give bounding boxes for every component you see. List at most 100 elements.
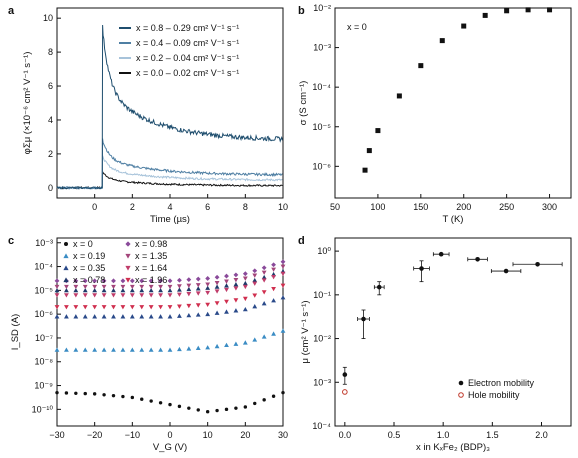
panel-c-point	[73, 347, 79, 352]
panel-c-point	[261, 278, 267, 283]
panel-c-ytick-label: 10⁻⁷	[35, 333, 53, 343]
panel-a-xtick-label: 6	[205, 202, 210, 212]
panel-d-ytick-label: 10⁻¹	[313, 290, 331, 300]
panel-c-point	[224, 283, 229, 288]
panel-c-point	[215, 408, 219, 413]
panel-c-point	[64, 305, 69, 310]
panel-c-point	[130, 395, 135, 400]
panel-c-legend-label: x = 0.78	[73, 275, 105, 285]
panel-c-point	[148, 278, 154, 284]
panel-c-point	[148, 314, 154, 319]
panel-c-ytick-label: 10⁻⁴	[34, 262, 53, 272]
panel-c-point	[205, 290, 211, 296]
panel-c-point	[148, 305, 154, 310]
panel-a-xtick-label: 10	[278, 202, 288, 212]
panel-c-point	[148, 347, 154, 352]
panel-a-legend-label: x = 0.8 – 0.29 cm² V⁻¹ s⁻¹	[136, 23, 239, 33]
panel-c-point	[242, 306, 248, 312]
panel-c-point	[92, 347, 98, 352]
panel-b-point	[362, 167, 368, 173]
panel-a-label: a	[8, 5, 15, 17]
panel-c-point	[139, 305, 145, 310]
panel-c-point	[214, 280, 220, 286]
panel-c-point	[262, 398, 266, 402]
panel-c-legend-marker	[63, 253, 69, 259]
panel-c-point	[214, 284, 220, 289]
panel-c-point	[73, 293, 79, 298]
panel-c-point	[73, 278, 79, 284]
panel-d-point	[503, 268, 509, 274]
panel-c-point	[233, 278, 239, 283]
panel-c-legend-label: x = 0.98	[135, 239, 167, 249]
panel-c-point	[195, 286, 201, 291]
panel-c-point	[271, 262, 276, 268]
panel-d-point	[438, 251, 444, 257]
panel-c-xtick-label: −10	[125, 430, 140, 440]
panel-c-point	[271, 286, 276, 292]
panel-d-point	[475, 256, 480, 262]
panel-c-point	[139, 278, 145, 284]
panel-c-point	[139, 287, 145, 293]
panel-c-point	[252, 268, 258, 274]
panel-c-point	[111, 305, 116, 310]
panel-c-point	[177, 292, 182, 297]
panel-d-point	[342, 389, 348, 395]
panel-a-ytick-label: 4	[48, 115, 53, 125]
panel-b-annotation: x = 0	[347, 22, 367, 32]
panel-a-ytick-label: 0	[48, 183, 53, 193]
panel-c-point	[214, 310, 220, 315]
panel-c-ytick-label: 10⁻³	[35, 238, 53, 248]
panel-c-point	[73, 314, 79, 319]
panel-c-point	[148, 293, 154, 298]
panel-c-point	[187, 406, 191, 410]
panel-c-legend-label: x = 0.35	[73, 263, 105, 273]
panel-b-xtick-label: 100	[370, 202, 385, 212]
panel-c-point	[214, 343, 220, 349]
panel-c-point	[129, 287, 135, 293]
panel-c-point	[252, 277, 258, 283]
panel-c-point	[214, 274, 220, 280]
panel-c-point	[271, 394, 276, 398]
panel-c-point	[261, 290, 267, 295]
panel-c-point	[148, 284, 154, 290]
panel-c-point	[111, 278, 116, 284]
panel-c-point	[186, 346, 192, 351]
panel-d-legend-marker	[458, 392, 464, 398]
panel-b-xtick-label: 300	[542, 202, 557, 212]
panel-c-point	[167, 293, 173, 298]
panel-c-point	[129, 293, 135, 298]
panel-c-point	[177, 304, 182, 309]
panel-c-point	[82, 314, 88, 319]
panel-c-point	[186, 286, 192, 292]
panel-c-point	[195, 312, 201, 317]
panel-c-point	[129, 314, 135, 319]
panel-c-point	[101, 293, 107, 298]
panel-c-point	[129, 284, 135, 290]
panel-c-point	[111, 393, 116, 398]
panel-c-point	[139, 347, 145, 352]
panel-c-point	[167, 278, 173, 284]
panel-c-ytick-label: 10⁻⁹	[34, 381, 53, 391]
panel-d-xlabel: x in KₓFe₂ (BDP)₃	[416, 442, 490, 453]
panel-c-point	[120, 305, 126, 310]
panel-c-point	[233, 341, 239, 346]
panel-c-point	[242, 284, 248, 290]
panel-c-point	[261, 274, 267, 280]
panel-c-point	[54, 278, 60, 284]
panel-d-xtick-label: 0.5	[388, 430, 401, 440]
panel-b-point	[547, 7, 553, 13]
panel-b-xlabel: T (K)	[443, 214, 464, 225]
panel-c-ytick-label: 10⁻¹⁰	[32, 404, 54, 414]
panel-c-point	[271, 298, 276, 303]
panel-a-xlabel: Time (µs)	[150, 214, 190, 225]
panel-d-xtick-label: 1.0	[437, 430, 450, 440]
panel-c-point	[129, 278, 135, 284]
panel-d-legend-label: Electron mobility	[468, 378, 535, 388]
panel-d-legend-label: Hole mobility	[468, 390, 520, 400]
panel-b-point	[396, 93, 402, 99]
panel-c-point	[158, 293, 163, 298]
panel-d-point	[535, 261, 540, 267]
panel-b-point	[366, 148, 372, 154]
panel-c-point	[82, 305, 88, 310]
